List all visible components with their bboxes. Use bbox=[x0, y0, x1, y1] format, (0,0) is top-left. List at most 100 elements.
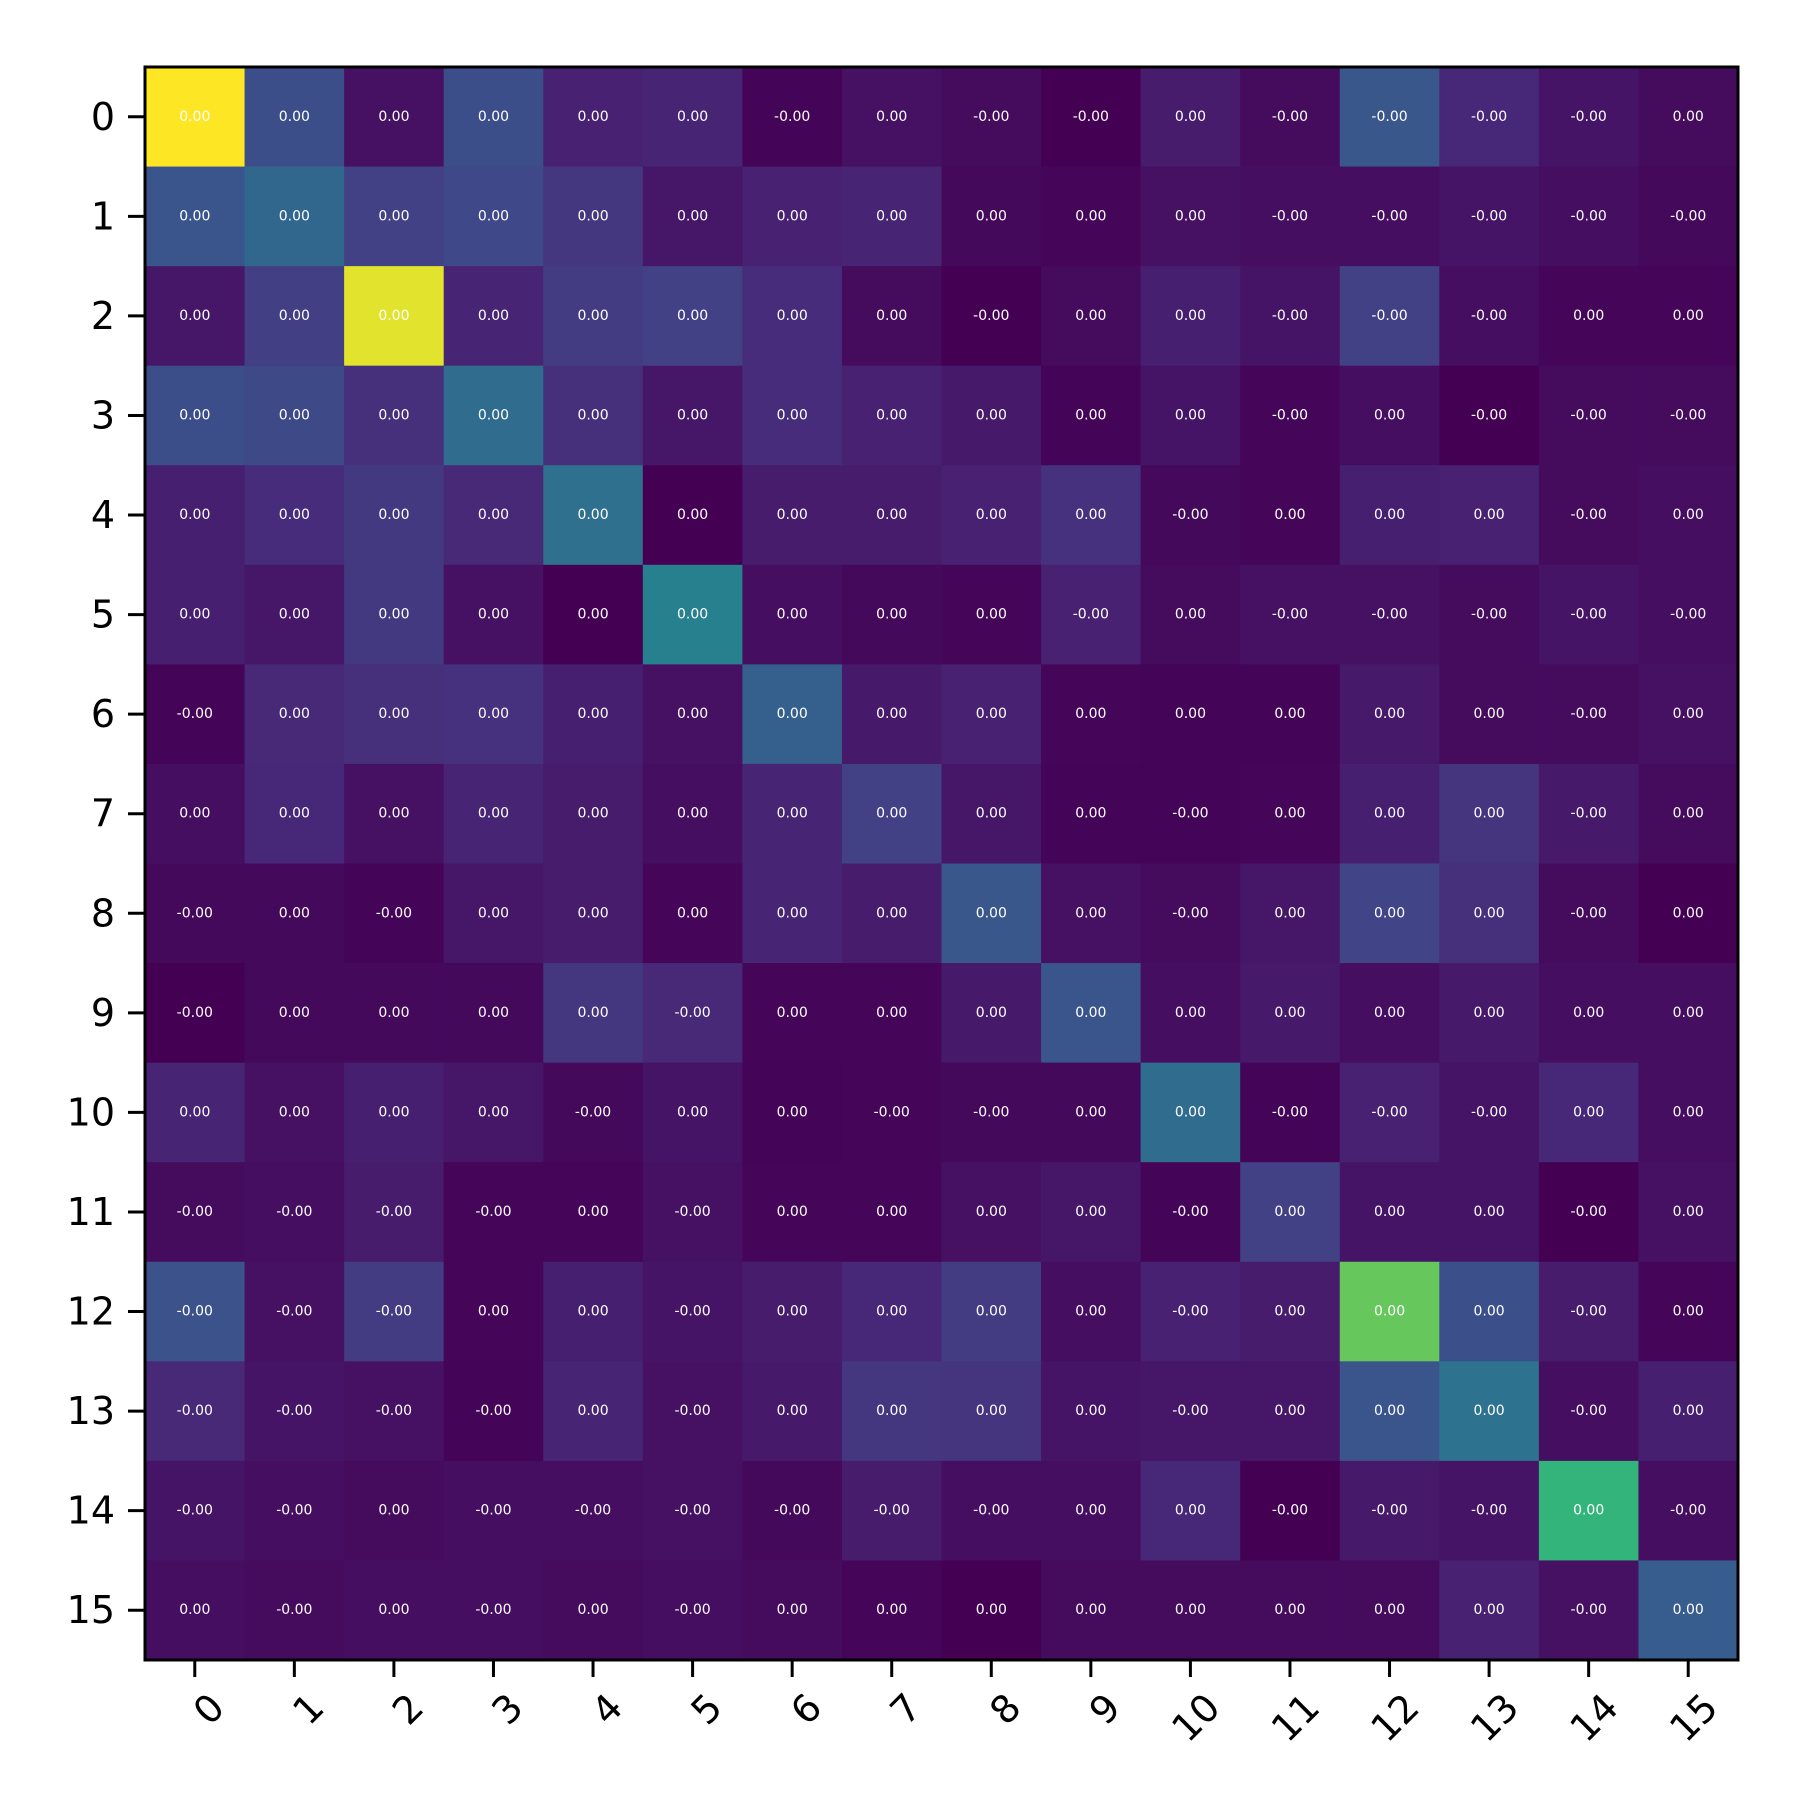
heatmap-cell-14-3 bbox=[443, 1460, 544, 1562]
heatmap-cell-10-2 bbox=[344, 1062, 445, 1163]
cell-value-3-9: 0.00 bbox=[1075, 407, 1106, 423]
heatmap-cell-8-2 bbox=[344, 863, 445, 964]
cell-value-0-0: 0.00 bbox=[179, 109, 210, 125]
cell-value-4-14: -0.00 bbox=[1571, 507, 1607, 523]
cell-value-11-0: -0.00 bbox=[177, 1204, 213, 1220]
heatmap-cell-9-12 bbox=[1339, 963, 1440, 1064]
heatmap-cell-12-7 bbox=[841, 1261, 943, 1362]
heatmap-cell-4-10 bbox=[1140, 465, 1241, 566]
heatmap-cell-8-10 bbox=[1140, 863, 1241, 964]
heatmap-cell-7-10 bbox=[1140, 763, 1241, 865]
cell-value-10-9: 0.00 bbox=[1075, 1104, 1106, 1120]
cell-value-7-2: 0.00 bbox=[378, 806, 409, 822]
cell-value-10-0: 0.00 bbox=[179, 1104, 210, 1120]
heatmap-cell-10-15 bbox=[1638, 1062, 1739, 1163]
cell-value-3-14: -0.00 bbox=[1571, 407, 1607, 423]
cell-value-0-11: -0.00 bbox=[1272, 109, 1308, 125]
cell-value-1-1: 0.00 bbox=[279, 208, 310, 224]
heatmap-cell-5-14 bbox=[1538, 564, 1640, 665]
heatmap-cell-2-10 bbox=[1140, 266, 1241, 367]
heatmap-cell-11-7 bbox=[841, 1162, 943, 1263]
heatmap-cell-12-9 bbox=[1041, 1261, 1142, 1362]
cell-value-5-14: -0.00 bbox=[1571, 607, 1607, 623]
heatmap-cell-2-13 bbox=[1439, 266, 1540, 367]
heatmap-cell-1-3 bbox=[443, 166, 544, 267]
cell-value-0-15: 0.00 bbox=[1673, 109, 1704, 125]
heatmap-cell-10-11 bbox=[1240, 1062, 1341, 1163]
heatmap-cell-15-6 bbox=[742, 1560, 843, 1661]
heatmap-cell-14-5 bbox=[642, 1460, 743, 1562]
heatmap-cell-0-11 bbox=[1240, 67, 1341, 168]
heatmap-cell-8-9 bbox=[1041, 863, 1142, 964]
cell-value-6-1: 0.00 bbox=[279, 706, 310, 722]
cell-value-11-7: 0.00 bbox=[876, 1204, 907, 1220]
cell-value-5-7: 0.00 bbox=[876, 607, 907, 623]
heatmap-cell-labels: 0.00 0.00 0.00 0.00 0.00 0.00 -0.00 0.00 -0.00 -0… bbox=[177, 109, 1707, 1618]
heatmap-cell-11-0 bbox=[145, 1162, 246, 1263]
cell-value-3-11: -0.00 bbox=[1272, 407, 1308, 423]
cell-value-13-12: 0.00 bbox=[1374, 1403, 1405, 1419]
x-tick-label-0: 0 bbox=[185, 1685, 233, 1733]
heatmap-cell-2-12 bbox=[1339, 266, 1440, 367]
heatmap-cell-13-13 bbox=[1439, 1361, 1540, 1462]
cell-value-14-8: -0.00 bbox=[973, 1503, 1009, 1519]
cell-value-11-14: -0.00 bbox=[1571, 1204, 1607, 1220]
heatmap-cell-2-8 bbox=[941, 266, 1042, 367]
heatmap-cell-13-6 bbox=[742, 1361, 843, 1462]
heatmap-cell-8-13 bbox=[1439, 863, 1540, 964]
cell-value-4-11: 0.00 bbox=[1274, 507, 1305, 523]
heatmap-cell-8-6 bbox=[742, 863, 843, 964]
y-tick-label-7: 7 bbox=[91, 792, 115, 836]
heatmap-cell-0-10 bbox=[1140, 67, 1241, 168]
cell-value-8-10: -0.00 bbox=[1172, 905, 1208, 921]
x-axis: 0 1 2 3 4 5 6 7 8 9 10 11 12 13 14 15 bbox=[185, 1660, 1726, 1750]
x-tick-label-12: 12 bbox=[1362, 1685, 1427, 1750]
heatmap-cell-15-15 bbox=[1638, 1560, 1739, 1661]
cell-value-4-10: -0.00 bbox=[1172, 507, 1208, 523]
heatmap-cell-13-4 bbox=[543, 1361, 644, 1462]
heatmap-cell-14-0 bbox=[145, 1460, 246, 1562]
heatmap-cell-13-9 bbox=[1041, 1361, 1142, 1462]
heatmap-cell-2-9 bbox=[1041, 266, 1142, 367]
cell-value-12-8: 0.00 bbox=[976, 1304, 1007, 1320]
cell-value-1-13: -0.00 bbox=[1471, 208, 1507, 224]
cell-value-9-7: 0.00 bbox=[876, 1005, 907, 1021]
heatmap-cell-4-1 bbox=[244, 465, 345, 566]
heatmap-cell-8-4 bbox=[543, 863, 644, 964]
y-tick-label-13: 13 bbox=[67, 1389, 115, 1433]
cell-value-8-1: 0.00 bbox=[279, 905, 310, 921]
y-tick-label-11: 11 bbox=[67, 1190, 115, 1234]
heatmap-cell-3-7 bbox=[841, 365, 943, 466]
heatmap-cell-1-12 bbox=[1339, 166, 1440, 267]
cell-value-14-2: 0.00 bbox=[378, 1503, 409, 1519]
cell-value-15-3: -0.00 bbox=[475, 1602, 511, 1618]
cell-value-5-1: 0.00 bbox=[279, 607, 310, 623]
cell-value-15-9: 0.00 bbox=[1075, 1602, 1106, 1618]
cell-value-14-0: -0.00 bbox=[177, 1503, 213, 1519]
x-tick-label-13: 13 bbox=[1462, 1685, 1527, 1750]
cell-value-7-6: 0.00 bbox=[777, 806, 808, 822]
heatmap-cell-5-8 bbox=[941, 564, 1042, 665]
heatmap-cell-13-14 bbox=[1538, 1361, 1640, 1462]
heatmap-cell-9-9 bbox=[1041, 963, 1142, 1064]
cell-value-7-1: 0.00 bbox=[279, 806, 310, 822]
heatmap-cell-6-6 bbox=[742, 664, 843, 765]
heatmap-cell-15-4 bbox=[543, 1560, 644, 1661]
cell-value-15-13: 0.00 bbox=[1474, 1602, 1505, 1618]
cell-value-15-8: 0.00 bbox=[976, 1602, 1007, 1618]
cell-value-14-7: -0.00 bbox=[874, 1503, 910, 1519]
heatmap-cell-0-0 bbox=[145, 67, 246, 168]
cell-value-15-2: 0.00 bbox=[378, 1602, 409, 1618]
heatmap-cell-9-4 bbox=[543, 963, 644, 1064]
cell-value-11-1: -0.00 bbox=[276, 1204, 312, 1220]
cell-value-13-6: 0.00 bbox=[777, 1403, 808, 1419]
heatmap-cell-0-4 bbox=[543, 67, 644, 168]
heatmap-cell-14-13 bbox=[1439, 1460, 1540, 1562]
cell-value-2-1: 0.00 bbox=[279, 308, 310, 324]
cell-value-10-1: 0.00 bbox=[279, 1104, 310, 1120]
cell-value-3-7: 0.00 bbox=[876, 407, 907, 423]
heatmap-cell-6-5 bbox=[642, 664, 743, 765]
heatmap-cell-6-11 bbox=[1240, 664, 1341, 765]
cell-value-0-2: 0.00 bbox=[378, 109, 409, 125]
